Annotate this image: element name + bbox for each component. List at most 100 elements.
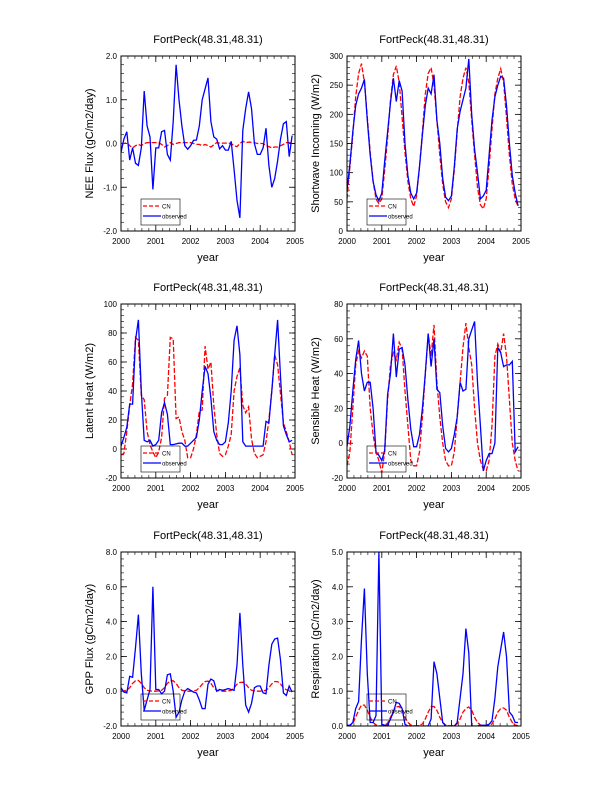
legend-label: CN: [162, 700, 171, 706]
series-line-observed: [347, 321, 519, 472]
series-line-CN: [121, 140, 293, 149]
series-line-CN: [347, 323, 519, 473]
x-tick-label: 2003: [443, 237, 461, 246]
y-tick-label: 2.0: [106, 652, 118, 661]
series-line-observed: [121, 64, 293, 219]
x-tick-label: 2004: [477, 732, 495, 741]
y-tick-label: 250: [330, 81, 344, 90]
legend-label: CN: [162, 205, 171, 211]
x-tick-label: 2003: [217, 484, 235, 493]
series-line-observed: [121, 319, 293, 447]
legend: CN observed: [140, 198, 187, 226]
chart-panel-5: FortPeck(48.31,48.31) year GPP Flux (gC/m2…: [84, 530, 304, 759]
y-tick-label: 0.0: [106, 140, 118, 149]
y-tick-label: 0: [339, 227, 344, 236]
plot-frame: [346, 551, 522, 727]
x-tick-label: 2004: [477, 237, 495, 246]
x-tick-label: 2002: [182, 732, 200, 741]
y-axis-label: Latent Heat (W/m2): [84, 343, 96, 439]
legend-label: observed: [162, 462, 187, 468]
legend-box: [140, 198, 181, 226]
legend-box: [140, 693, 181, 721]
x-axis-label: year: [197, 252, 219, 264]
y-tick-label: -20: [331, 474, 343, 483]
x-axis-label: year: [423, 252, 445, 264]
x-tick-label: 2005: [512, 484, 530, 493]
y-tick-label: -2.0: [103, 227, 117, 236]
chart-title: FortPeck(48.31,48.31): [153, 282, 262, 294]
y-axis-label: GPP Flux (gC/m2/day): [84, 584, 96, 694]
chart-panel-4: FortPeck(48.31,48.31) year Sensible Heat (…: [310, 282, 530, 511]
y-tick-label: -20: [105, 474, 117, 483]
x-tick-label: 2000: [112, 237, 130, 246]
legend-box: [366, 693, 407, 721]
chart-panel-6: FortPeck(48.31,48.31) year Respiration (gC…: [310, 530, 530, 759]
y-tick-label: 2.0: [106, 52, 118, 61]
x-tick-label: 2004: [251, 732, 269, 741]
x-tick-label: 2003: [443, 732, 461, 741]
x-tick-label: 2003: [443, 484, 461, 493]
x-axis-label: year: [197, 499, 219, 511]
y-tick-label: 2.0: [332, 652, 344, 661]
x-tick-label: 2002: [408, 237, 426, 246]
x-tick-label: 2002: [182, 484, 200, 493]
y-tick-label: 0: [339, 439, 344, 448]
x-tick-label: 2005: [512, 732, 530, 741]
plot-frame: [346, 303, 522, 479]
y-tick-label: 5.0: [332, 548, 344, 557]
y-axis-label: Sensible Heat (W/m2): [310, 337, 322, 445]
y-tick-label: -1.0: [103, 183, 117, 192]
x-tick-label: 2001: [373, 484, 391, 493]
series-line-observed: [121, 586, 293, 720]
y-tick-label: 20: [334, 404, 343, 413]
legend: CN observed: [366, 693, 413, 721]
x-axis-label: year: [423, 747, 445, 759]
series-line-observed: [347, 552, 519, 726]
x-tick-label: 2005: [286, 732, 304, 741]
chart-title: FortPeck(48.31,48.31): [153, 34, 262, 46]
x-tick-label: 2002: [408, 484, 426, 493]
y-axis-label: Shortwave Incoming (W/m2): [310, 74, 322, 213]
legend: CN observed: [140, 693, 187, 721]
series-line-CN: [347, 63, 519, 211]
x-tick-label: 2002: [182, 237, 200, 246]
plot-frame: [120, 551, 296, 727]
x-tick-label: 2005: [512, 237, 530, 246]
chart-title: FortPeck(48.31,48.31): [379, 34, 488, 46]
legend-box: [366, 445, 407, 473]
y-tick-label: 1.0: [106, 96, 118, 105]
y-tick-label: 100: [330, 169, 344, 178]
legend: CN observed: [366, 445, 413, 473]
series-line-observed: [347, 58, 519, 207]
y-axis-label: Respiration (gC/m2/day): [310, 579, 322, 698]
legend-label: CN: [388, 452, 397, 458]
y-tick-label: 0: [113, 445, 118, 454]
x-axis-label: year: [423, 499, 445, 511]
chart-title: FortPeck(48.31,48.31): [379, 282, 488, 294]
legend-label: CN: [162, 452, 171, 458]
y-tick-label: 0.0: [106, 687, 118, 696]
legend-label: observed: [162, 710, 187, 716]
y-axis-label: NEE Flux (gC/m2/day): [84, 88, 96, 198]
chart-panel-3: FortPeck(48.31,48.31) year Latent Heat (W/…: [84, 282, 304, 511]
y-tick-label: 20: [108, 416, 117, 425]
legend-label: observed: [388, 215, 413, 221]
x-tick-label: 2000: [338, 484, 356, 493]
plot-frame: [120, 303, 296, 479]
x-tick-label: 2001: [147, 237, 165, 246]
legend-label: CN: [388, 205, 397, 211]
series-line-CN: [347, 704, 519, 726]
chart-title: FortPeck(48.31,48.31): [379, 530, 488, 542]
x-tick-label: 2005: [286, 484, 304, 493]
x-tick-label: 2001: [147, 484, 165, 493]
y-tick-label: 40: [108, 387, 117, 396]
y-tick-label: 80: [108, 329, 117, 338]
legend-label: observed: [388, 462, 413, 468]
x-tick-label: 2004: [477, 484, 495, 493]
y-tick-label: 1.0: [332, 687, 344, 696]
y-tick-label: 60: [108, 358, 117, 367]
x-axis-label: year: [197, 747, 219, 759]
chart-title: FortPeck(48.31,48.31): [153, 530, 262, 542]
chart-panel-1: FortPeck(48.31,48.31) year NEE Flux (gC/m2…: [84, 34, 304, 264]
